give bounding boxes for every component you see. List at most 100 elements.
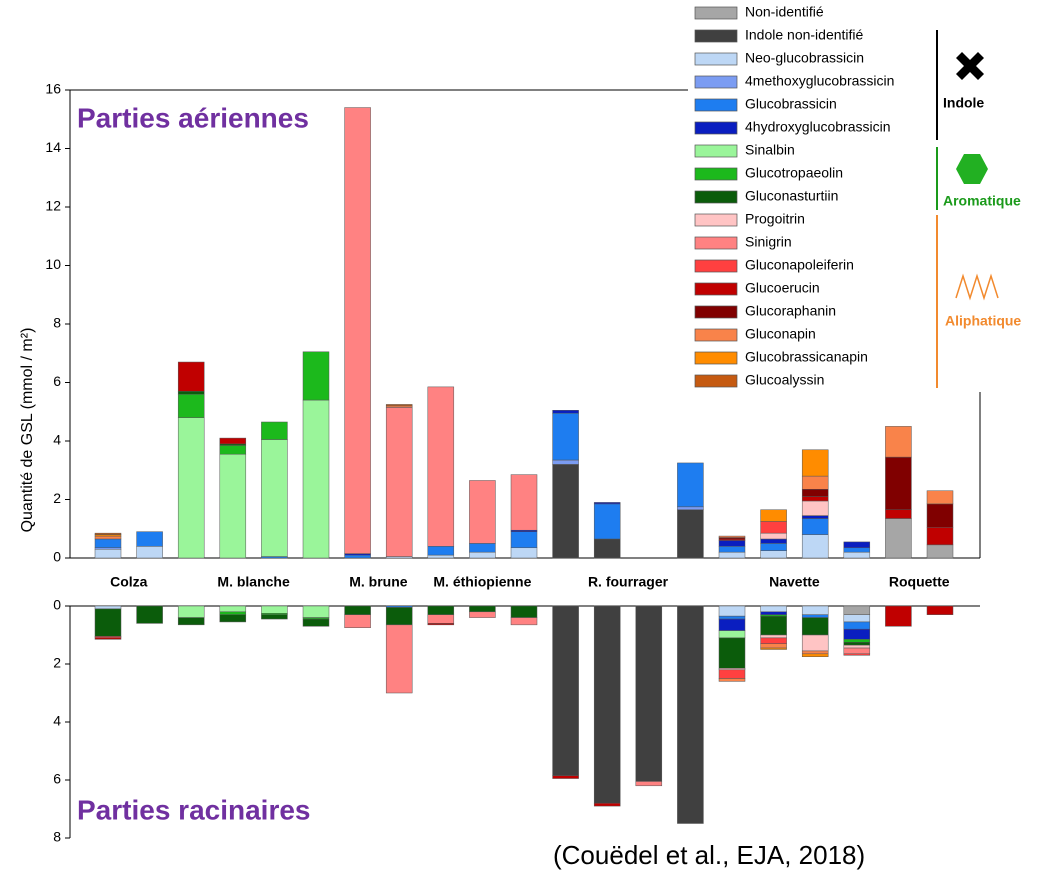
bar-segment [801, 500, 829, 516]
bar-segment [552, 775, 579, 779]
legend-label: Gluconapoleiferin [745, 257, 854, 273]
group-label: Colza [110, 574, 148, 590]
y-axis-label: Quantité de GSL (mmol / m²) [19, 328, 36, 533]
bar-segment [843, 605, 871, 615]
bar-segment [177, 391, 205, 395]
bar-segment [177, 361, 205, 392]
legend-swatch [694, 29, 738, 43]
bar-segment [219, 437, 247, 445]
bar-segment [843, 628, 871, 640]
group-name: Aliphatique [945, 313, 1021, 329]
bar-segment [760, 605, 787, 613]
bar-segment [593, 502, 621, 505]
bar-segment [760, 643, 787, 649]
bar-segment [801, 518, 829, 535]
bar-segment [427, 386, 455, 547]
bar-segment [635, 605, 663, 782]
legend-label: Glucoerucin [745, 280, 820, 296]
legend-swatch [694, 328, 738, 342]
legend-label: Sinigrin [745, 234, 792, 250]
bar-segment [760, 647, 787, 650]
legend-label: Glucobrassicin [745, 96, 837, 112]
y-tick-label: 8 [53, 315, 61, 331]
bar-segment [677, 462, 704, 508]
bar-segment [801, 449, 829, 477]
bar-segment [136, 546, 163, 559]
bar-segment [344, 605, 371, 615]
bar-segment [552, 605, 579, 776]
bar-segment [760, 550, 787, 559]
bar-segment [718, 637, 746, 669]
bar-segment [302, 351, 330, 401]
bar-segment [843, 647, 871, 655]
bar-segment [136, 531, 163, 547]
bar-segment [760, 521, 787, 534]
bar-segment [718, 546, 746, 553]
bar-segment [385, 404, 413, 407]
bar-segment [510, 617, 538, 626]
bar-segment [801, 614, 829, 618]
bar-segment [385, 624, 413, 694]
group-name: Indole [943, 95, 984, 111]
bar-segment [843, 653, 871, 656]
bar-segment [801, 496, 829, 502]
aromatic-icon [956, 154, 988, 184]
bar-segment [760, 509, 787, 522]
bar-segment [177, 617, 205, 626]
bar-segment [760, 637, 787, 644]
bar-segment [344, 107, 371, 554]
y-tick-label: 8 [53, 829, 61, 845]
bar-segment [427, 614, 455, 624]
bar-segment [801, 634, 829, 652]
y-tick-label: 4 [53, 432, 61, 448]
bar-segment [760, 532, 787, 540]
bar-segment [344, 554, 371, 559]
root-title: Parties racinaires [77, 794, 311, 825]
legend-swatch [694, 144, 738, 158]
bar-segment [843, 644, 871, 649]
bar-segment [718, 669, 746, 679]
bar-segment [677, 506, 704, 510]
group-label: M. éthiopienne [433, 574, 531, 590]
bar-segment [552, 459, 579, 465]
legend-label: Indole non-identifié [745, 27, 864, 43]
legend-swatch [694, 374, 738, 388]
bar-segment [718, 630, 746, 639]
bar-segment [801, 605, 829, 615]
bar-segment [926, 490, 954, 505]
bar-segment [177, 605, 205, 618]
legend-label: Glucoraphanin [745, 303, 836, 319]
bar-segment [718, 551, 746, 559]
legend-swatch [694, 213, 738, 227]
bar-segment [469, 480, 496, 544]
bar-segment [427, 605, 455, 615]
legend-swatch [694, 121, 738, 135]
bar-segment [94, 608, 122, 637]
y-tick-label: 0 [53, 549, 61, 565]
bar-segment [344, 614, 371, 629]
bar-segment [760, 611, 787, 615]
bar-segment [510, 605, 538, 618]
bar-segment [801, 515, 829, 519]
legend-label: 4methoxyglucobrassicin [745, 73, 894, 89]
legend-swatch [694, 259, 738, 273]
bar-segment [94, 532, 122, 535]
legend-swatch [694, 6, 738, 20]
bar-segment [843, 621, 871, 630]
bar-segment [261, 439, 288, 557]
legend: Non-identifié Indole non-identifié Neo-glu… [688, 2, 938, 392]
bar-segment [843, 639, 871, 643]
bar-segment [801, 650, 829, 655]
legend-swatch [694, 98, 738, 112]
legend-label: Non-identifié [745, 4, 824, 20]
legend-swatch [694, 236, 738, 250]
bar-segment [136, 605, 163, 624]
bar-segment [427, 546, 455, 556]
indole-icon [956, 52, 984, 80]
bar-segment [94, 605, 122, 610]
legend-label: Glucobrassicanapin [745, 349, 868, 365]
bar-segment [718, 540, 746, 547]
legend-swatch [694, 305, 738, 319]
bar-segment [510, 474, 538, 531]
bar-segment [219, 605, 247, 613]
